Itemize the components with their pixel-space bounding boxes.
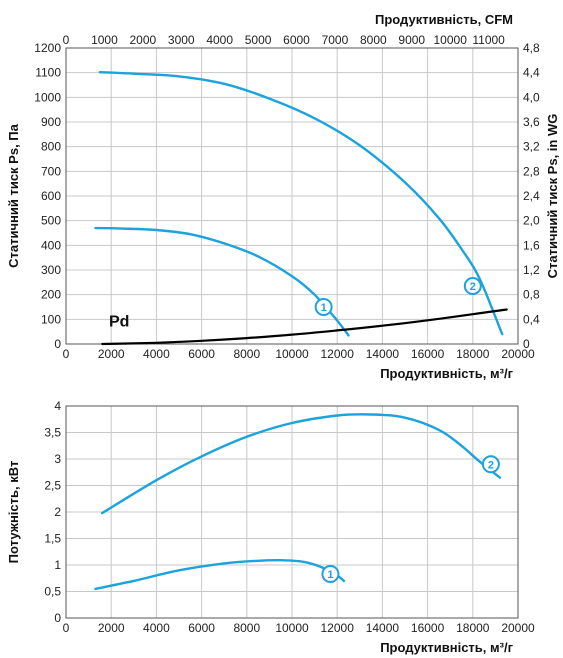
y-tick-label: 3,5: [44, 426, 61, 440]
curve-badge-label-1: 1: [327, 569, 333, 581]
y-tick-label: 400: [41, 238, 61, 252]
x2-tick-label: 6000: [283, 33, 310, 47]
y2-tick-label: 1,6: [523, 238, 540, 252]
curve-badge-1: [314, 298, 333, 316]
y2-tick-label: 3,6: [523, 115, 540, 129]
curve-badge-2: [481, 455, 500, 474]
y-tick-label: 0: [54, 337, 61, 351]
y2-tick-label: 0,4: [523, 312, 540, 326]
x-tick-label: 4000: [143, 347, 170, 361]
x-tick-label: 0: [63, 621, 70, 635]
y-tick-label: 2: [54, 505, 61, 519]
y2-tick-label: 2,0: [523, 214, 540, 228]
x-tick-label: 10000: [275, 347, 309, 361]
y2-axis-label: Статичний тиск Ps, in WG: [545, 114, 560, 279]
y2-tick-label: 4,4: [523, 66, 540, 80]
series-line-2: [101, 413, 502, 515]
x-tick-label: 20000: [501, 347, 535, 361]
x-tick-label: 4000: [143, 621, 170, 635]
y2-tick-label: 3,2: [523, 140, 540, 154]
x-tick-label: 6000: [188, 347, 215, 361]
y-tick-label: 3: [54, 452, 61, 466]
y2-tick-label: 0: [523, 337, 530, 351]
x2-tick-label: 4000: [206, 33, 233, 47]
curve-badge-label-1: 1: [321, 302, 327, 314]
y-tick-label: 2,5: [44, 479, 61, 493]
x-tick-label: 8000: [233, 347, 260, 361]
x2-tick-label: 0: [63, 33, 70, 47]
y2-tick-label: 2,8: [523, 164, 540, 178]
x-axis-label: Продуктивність, м³/г: [380, 366, 513, 381]
y-tick-label: 1,5: [44, 532, 61, 546]
x2-tick-label: 2000: [129, 33, 156, 47]
y-tick-label: 4: [54, 399, 61, 413]
y2-tick-label: 1,2: [523, 263, 540, 277]
x-tick-label: 2000: [98, 347, 125, 361]
x-tick-label: 14000: [366, 621, 400, 635]
y-tick-label: 800: [41, 140, 61, 154]
plot-frame: [65, 405, 519, 619]
y-tick-label: 1200: [34, 41, 61, 55]
x2-tick-label: 9000: [398, 33, 425, 47]
x-tick-label: 12000: [321, 621, 355, 635]
x-tick-label: 10000: [275, 621, 309, 635]
x-tick-label: 20000: [501, 621, 535, 635]
y-tick-label: 1100: [35, 66, 61, 80]
x-axis-label: Продуктивність, м³/г: [380, 640, 513, 655]
x2-tick-label: 8000: [360, 33, 387, 47]
x2-tick-label: 3000: [168, 33, 195, 47]
x2-tick-label: 10000: [434, 33, 468, 47]
y-tick-label: 1: [54, 558, 61, 572]
y-tick-label: 500: [41, 214, 61, 228]
y-tick-label: 0: [54, 611, 61, 625]
y-tick-label: 300: [41, 263, 61, 277]
y-tick-label: 0,5: [44, 585, 61, 599]
y-tick-label: 200: [41, 288, 61, 302]
x2-tick-label: 5000: [245, 33, 272, 47]
y-tick-label: 700: [41, 164, 61, 178]
y2-tick-label: 4,8: [523, 41, 540, 55]
curve-badge-2: [463, 277, 482, 296]
x2-tick-label: 7000: [322, 33, 349, 47]
curve-badge-1: [321, 565, 340, 584]
x-tick-label: 14000: [366, 347, 400, 361]
y-tick-label: 1000: [34, 90, 61, 104]
y2-tick-label: 0,8: [523, 288, 540, 302]
x-tick-label: 0: [63, 347, 70, 361]
curve-badge-label-2: 2: [470, 281, 476, 293]
pressure-chart: 0 2000 4000 6000 8000 10000 12000 14000 16000 180…: [6, 12, 560, 381]
x2-tick-label: 11000: [472, 33, 505, 47]
x-tick-label: 18000: [456, 621, 490, 635]
y-axis-label: Статичний тиск Ps, Па: [6, 123, 21, 268]
pd-label: Pd: [109, 314, 129, 331]
x-tick-label: 6000: [188, 621, 215, 635]
power-chart: 0 2000 4000 6000 8000 10000 12000 14000 16000 180…: [6, 399, 535, 655]
series-line-pd: [101, 308, 508, 346]
x-tick-label: 12000: [321, 347, 355, 361]
x-tick-label: 16000: [411, 347, 445, 361]
x2-axis-label: Продуктивність, CFM: [375, 12, 513, 27]
x-tick-label: 16000: [411, 621, 445, 635]
x2-tick-label: 1000: [91, 33, 118, 47]
y2-tick-label: 2,4: [523, 189, 540, 203]
y-axis-label: Потужність, кВт: [6, 461, 21, 564]
curve-badge-label-2: 2: [488, 459, 494, 471]
y2-tick-label: 4,0: [523, 90, 540, 104]
x-tick-label: 8000: [233, 621, 260, 635]
x-tick-label: 2000: [98, 621, 125, 635]
plot-frame: [65, 47, 519, 345]
series-line-2: [98, 71, 504, 336]
series-line-1: [94, 558, 346, 591]
y-tick-label: 600: [41, 189, 61, 203]
y-tick-label: 100: [41, 312, 61, 326]
x-tick-label: 18000: [456, 347, 490, 361]
y-tick-label: 900: [41, 115, 61, 129]
